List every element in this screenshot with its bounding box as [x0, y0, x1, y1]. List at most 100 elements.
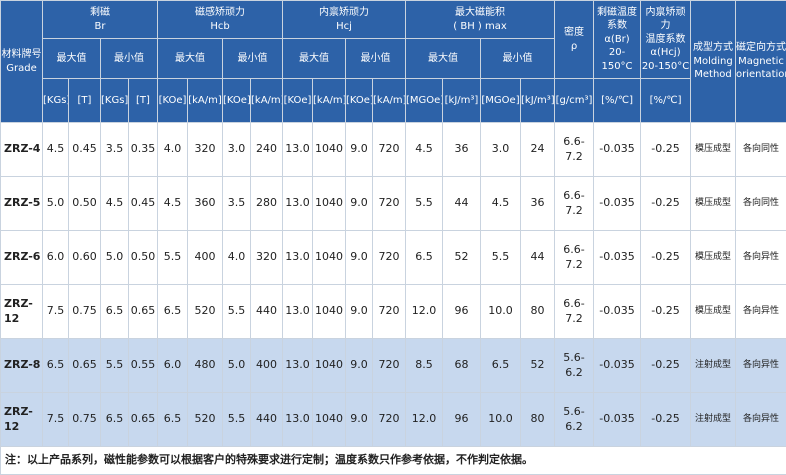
unit: [KOe] [157, 78, 188, 123]
cell: -0.25 [640, 284, 692, 339]
unit: [KGs] [42, 78, 69, 123]
grade: ZRZ-12 [0, 392, 43, 447]
row: ZRZ-6 6.0 0.60 5.0 0.50 5.5 400 4.0 320 13.0 1040 9… [0, 230, 786, 285]
cell: 720 [372, 392, 406, 447]
cell: 13.0 [282, 122, 313, 177]
cell: 4.5 [100, 176, 129, 231]
unit: [KGs] [100, 78, 129, 123]
header-min: 最小值 [345, 38, 406, 79]
cell: 6.5 [157, 284, 188, 339]
cell: 5.6-6.2 [554, 392, 595, 447]
cell: 6.5 [157, 392, 188, 447]
cell: 4.5 [157, 176, 188, 231]
header-max: 最大值 [42, 38, 101, 79]
unit: [kA/m] [187, 78, 223, 123]
unit: [kJ/m³] [519, 78, 556, 123]
cell: 4.0 [222, 230, 251, 285]
cell: 80 [519, 392, 556, 447]
header-grade: 材料牌号 Grade [0, 0, 43, 123]
cell: 5.0 [42, 176, 69, 231]
cell: 各向同性 [735, 122, 786, 177]
cell: 5.5 [100, 338, 129, 393]
cell: 68 [442, 338, 481, 393]
cell: 模压成型 [690, 122, 737, 177]
header-line: 磁感矫顽力 [195, 7, 245, 18]
header-hcb: 磁感矫顽力 Hcb [157, 0, 283, 39]
cell: 44 [519, 230, 556, 285]
cell: 4.5 [480, 176, 521, 231]
unit: [MGOe] [480, 78, 521, 123]
note: 注：以上产品系列，磁性能参数可以根据客户的特殊要求进行定制；温度系数只作参考依据… [0, 446, 786, 475]
cell: 10.0 [480, 284, 521, 339]
row: ZRZ-8 6.5 0.65 5.5 0.55 6.0 480 5.0 400 13.0 1040 9… [0, 338, 786, 393]
grade: ZRZ-5 [0, 176, 43, 231]
header-line: 内禀矫顽力 [319, 7, 369, 18]
cell: -0.25 [640, 392, 692, 447]
cell: 7.5 [42, 284, 69, 339]
cell: 5.5 [222, 284, 251, 339]
cell: 720 [372, 176, 406, 231]
cell: 52 [519, 338, 556, 393]
unit: [T] [128, 78, 158, 123]
cell: 13.0 [282, 176, 313, 231]
cell: 1040 [312, 176, 346, 231]
cell: 0.50 [128, 230, 158, 285]
header-line: 材料牌号 [1, 49, 42, 60]
header-line: 最大磁能积 [455, 7, 505, 18]
cell: -0.035 [593, 284, 642, 339]
cell: 各向同性 [735, 176, 786, 231]
cell: 5.6-6.2 [554, 338, 595, 393]
header-line: Hcb [210, 20, 230, 32]
header-line: orientation [736, 69, 786, 81]
cell: 320 [187, 122, 223, 177]
row: ZRZ-12 7.5 0.75 6.5 0.65 6.5 520 5.5 440 13.0 1040… [0, 284, 786, 339]
row: ZRZ-4 4.5 0.45 3.5 0.35 4.0 320 3.0 240 13.0 1040 9… [0, 122, 786, 177]
cell: 240 [250, 122, 283, 177]
cell: 模压成型 [690, 230, 737, 285]
cell: 6.5 [405, 230, 443, 285]
cell: 各向异性 [735, 338, 786, 393]
cell: 9.0 [345, 122, 373, 177]
unit: [kA/m] [372, 78, 406, 123]
cell: 6.6-7.2 [554, 122, 595, 177]
unit: [KOe] [282, 78, 313, 123]
cell: 1040 [312, 392, 346, 447]
cell: 5.5 [405, 176, 443, 231]
cell: 4.0 [157, 122, 188, 177]
header-density: 密度 ρ [554, 0, 595, 79]
cell: -0.25 [640, 230, 692, 285]
cell: 模压成型 [690, 284, 737, 339]
unit: [%/℃] [593, 78, 642, 123]
header-alpha-br: 剩磁温度 系数 α(Br) 20-150°C [593, 0, 642, 79]
cell: 0.60 [68, 230, 101, 285]
header-max: 最大值 [282, 38, 346, 79]
cell: 520 [187, 392, 223, 447]
cell: 280 [250, 176, 283, 231]
cell: 各向异性 [735, 230, 786, 285]
unit: [g/cm³] [554, 78, 595, 123]
cell: 36 [519, 176, 556, 231]
cell: 5.5 [480, 230, 521, 285]
cell: 720 [372, 230, 406, 285]
header-line: 内禀矫顽力 [645, 6, 686, 32]
cell: 模压成型 [690, 176, 737, 231]
cell: -0.25 [640, 176, 692, 231]
header-hcj: 内禀矫顽力 Hcj [282, 0, 406, 39]
cell: 各向异性 [735, 284, 786, 339]
cell: 12.0 [405, 284, 443, 339]
cell: 13.0 [282, 230, 313, 285]
cell: 520 [187, 284, 223, 339]
cell: 320 [250, 230, 283, 285]
cell: 1040 [312, 122, 346, 177]
cell: 5.5 [157, 230, 188, 285]
grade: ZRZ-8 [0, 338, 43, 393]
cell: 3.5 [222, 176, 251, 231]
header-line: 密度 [564, 27, 585, 38]
header-line: Grade [6, 62, 37, 74]
cell: 0.65 [128, 392, 158, 447]
cell: 10.0 [480, 392, 521, 447]
cell: -0.035 [593, 392, 642, 447]
cell: 4.5 [42, 122, 69, 177]
cell: 5.0 [222, 338, 251, 393]
row: ZRZ-5 5.0 0.50 4.5 0.45 4.5 360 3.5 280 13.0 1040 9… [0, 176, 786, 231]
